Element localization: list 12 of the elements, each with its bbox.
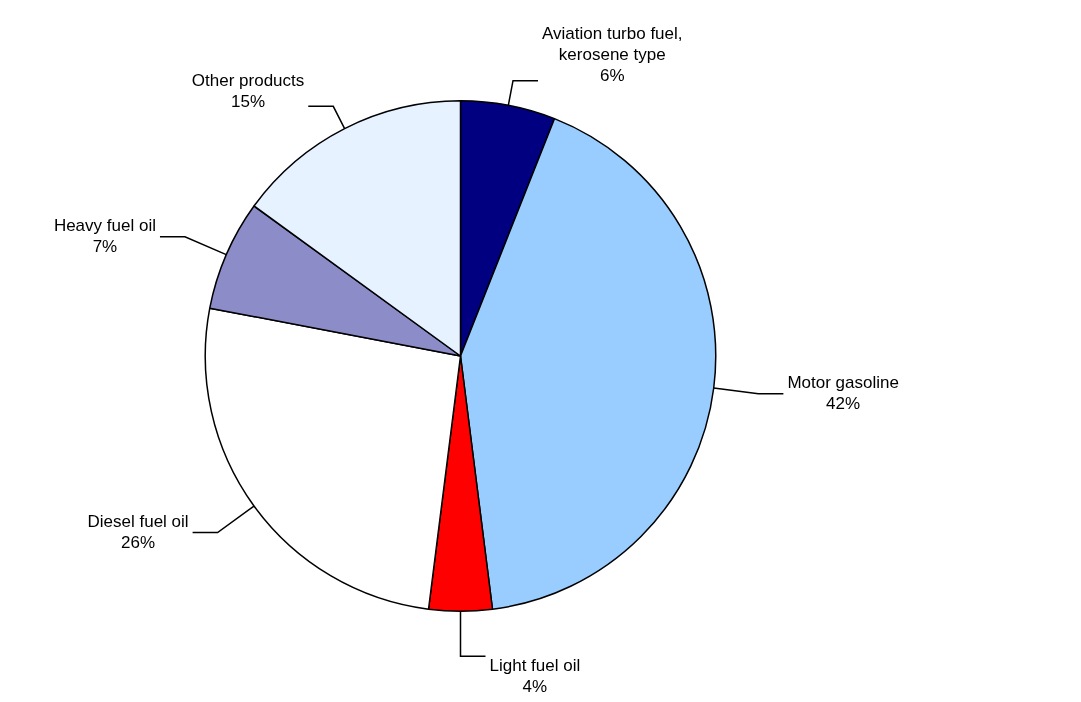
slice-label: Diesel fuel oil <box>87 511 189 531</box>
slice-label: Light fuel oil <box>489 655 581 675</box>
data-label: 15% <box>231 91 266 111</box>
data-label: 26% <box>121 532 156 552</box>
data-label: 6% <box>599 66 625 86</box>
data-label: 42% <box>826 393 861 413</box>
slice-label: Aviation turbo fuel, kerosene type <box>542 24 683 65</box>
slice-label: Heavy fuel oil <box>53 215 156 235</box>
data-label: 7% <box>92 236 118 256</box>
slice-label: Motor gasoline <box>787 372 899 392</box>
slice-label: Other products <box>191 70 305 90</box>
data-label: 4% <box>522 676 548 696</box>
